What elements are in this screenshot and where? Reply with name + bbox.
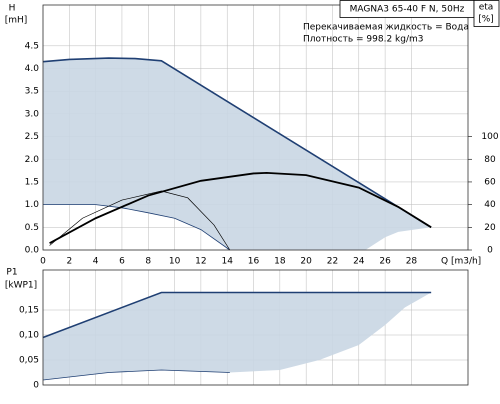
- curve: [49, 171, 432, 244]
- x-tick-label: 28: [406, 257, 418, 267]
- y-tick-label: 3.0: [25, 109, 40, 119]
- annotation: Перекачиваемая жидкость = Вода: [303, 23, 469, 33]
- y-tick-label: 2.5: [25, 132, 39, 142]
- chart-title: MAGNA3 65-40 F N, 50Hz: [350, 5, 465, 15]
- x-tick-label: 10: [169, 257, 181, 267]
- x-tick-label: 16: [248, 257, 260, 267]
- y-tick-label: 0,15: [19, 306, 39, 316]
- y-tick-label: 1.0: [25, 200, 40, 210]
- x-label: Q [m3/h]: [441, 257, 481, 267]
- x-tick-label: 2: [66, 257, 72, 267]
- y-tick-label: 0,10: [19, 331, 39, 341]
- plot-frame: [42, 269, 469, 386]
- operating-area: [43, 292, 432, 380]
- y-label: H: [9, 4, 16, 14]
- annotation: Плотность = 998.2 kg/m3: [303, 35, 424, 45]
- unit-box: [473, 0, 500, 27]
- y2-tick-label: 0: [487, 246, 493, 256]
- curve: [49, 190, 231, 251]
- y2-tick-label: 40: [484, 200, 496, 210]
- x-tick-label: 0: [40, 257, 46, 267]
- x-tick-label: 20: [300, 257, 312, 267]
- plot-frame: [42, 4, 469, 251]
- y-tick-label: 2.0: [25, 155, 40, 165]
- y-tick-label: 0.0: [25, 246, 40, 256]
- y-label: P1: [6, 268, 17, 278]
- operating-area: [43, 58, 432, 250]
- y-tick-label: 4.0: [25, 64, 40, 74]
- x-tick-label: 8: [145, 257, 151, 267]
- y-tick-label: 3.5: [25, 87, 39, 97]
- curve: [42, 369, 230, 381]
- y-tick-label: 4.5: [25, 41, 39, 51]
- x-tick-label: 26: [379, 257, 391, 267]
- y2-tick-label: 60: [484, 177, 496, 187]
- y-tick-label: 1.5: [25, 177, 39, 187]
- x-tick-label: 22: [327, 257, 338, 267]
- curve: [43, 204, 231, 251]
- y-tick-label: 0: [33, 381, 39, 391]
- y2-label: eta: [479, 3, 494, 13]
- y-tick-label: 0,05: [19, 356, 39, 366]
- x-tick-label: 24: [353, 257, 365, 267]
- y2-tick-label: 100: [481, 132, 498, 142]
- y-tick-label: 0.5: [25, 223, 39, 233]
- x-tick-label: 12: [195, 257, 206, 267]
- curve: [42, 57, 432, 228]
- x-tick-label: 14: [221, 257, 233, 267]
- x-tick-label: 6: [119, 257, 125, 267]
- y2-tick-label: 80: [484, 155, 496, 165]
- x-tick-label: 4: [93, 257, 99, 267]
- y-unit: [kWP1]: [5, 281, 37, 291]
- y2-unit: [%]: [478, 15, 494, 25]
- curve: [42, 291, 432, 339]
- y-unit: [mH]: [5, 16, 28, 26]
- y2-tick-label: 20: [484, 223, 496, 233]
- x-tick-label: 18: [274, 257, 286, 267]
